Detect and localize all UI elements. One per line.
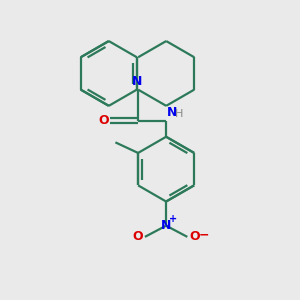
- Text: +: +: [169, 214, 177, 224]
- Text: O: O: [132, 230, 143, 243]
- Text: N: N: [161, 219, 171, 232]
- Text: N: N: [167, 106, 177, 119]
- Text: O: O: [98, 114, 109, 127]
- Text: −: −: [199, 229, 210, 242]
- Text: O: O: [189, 230, 200, 243]
- Text: N: N: [132, 75, 143, 88]
- Text: H: H: [175, 109, 183, 119]
